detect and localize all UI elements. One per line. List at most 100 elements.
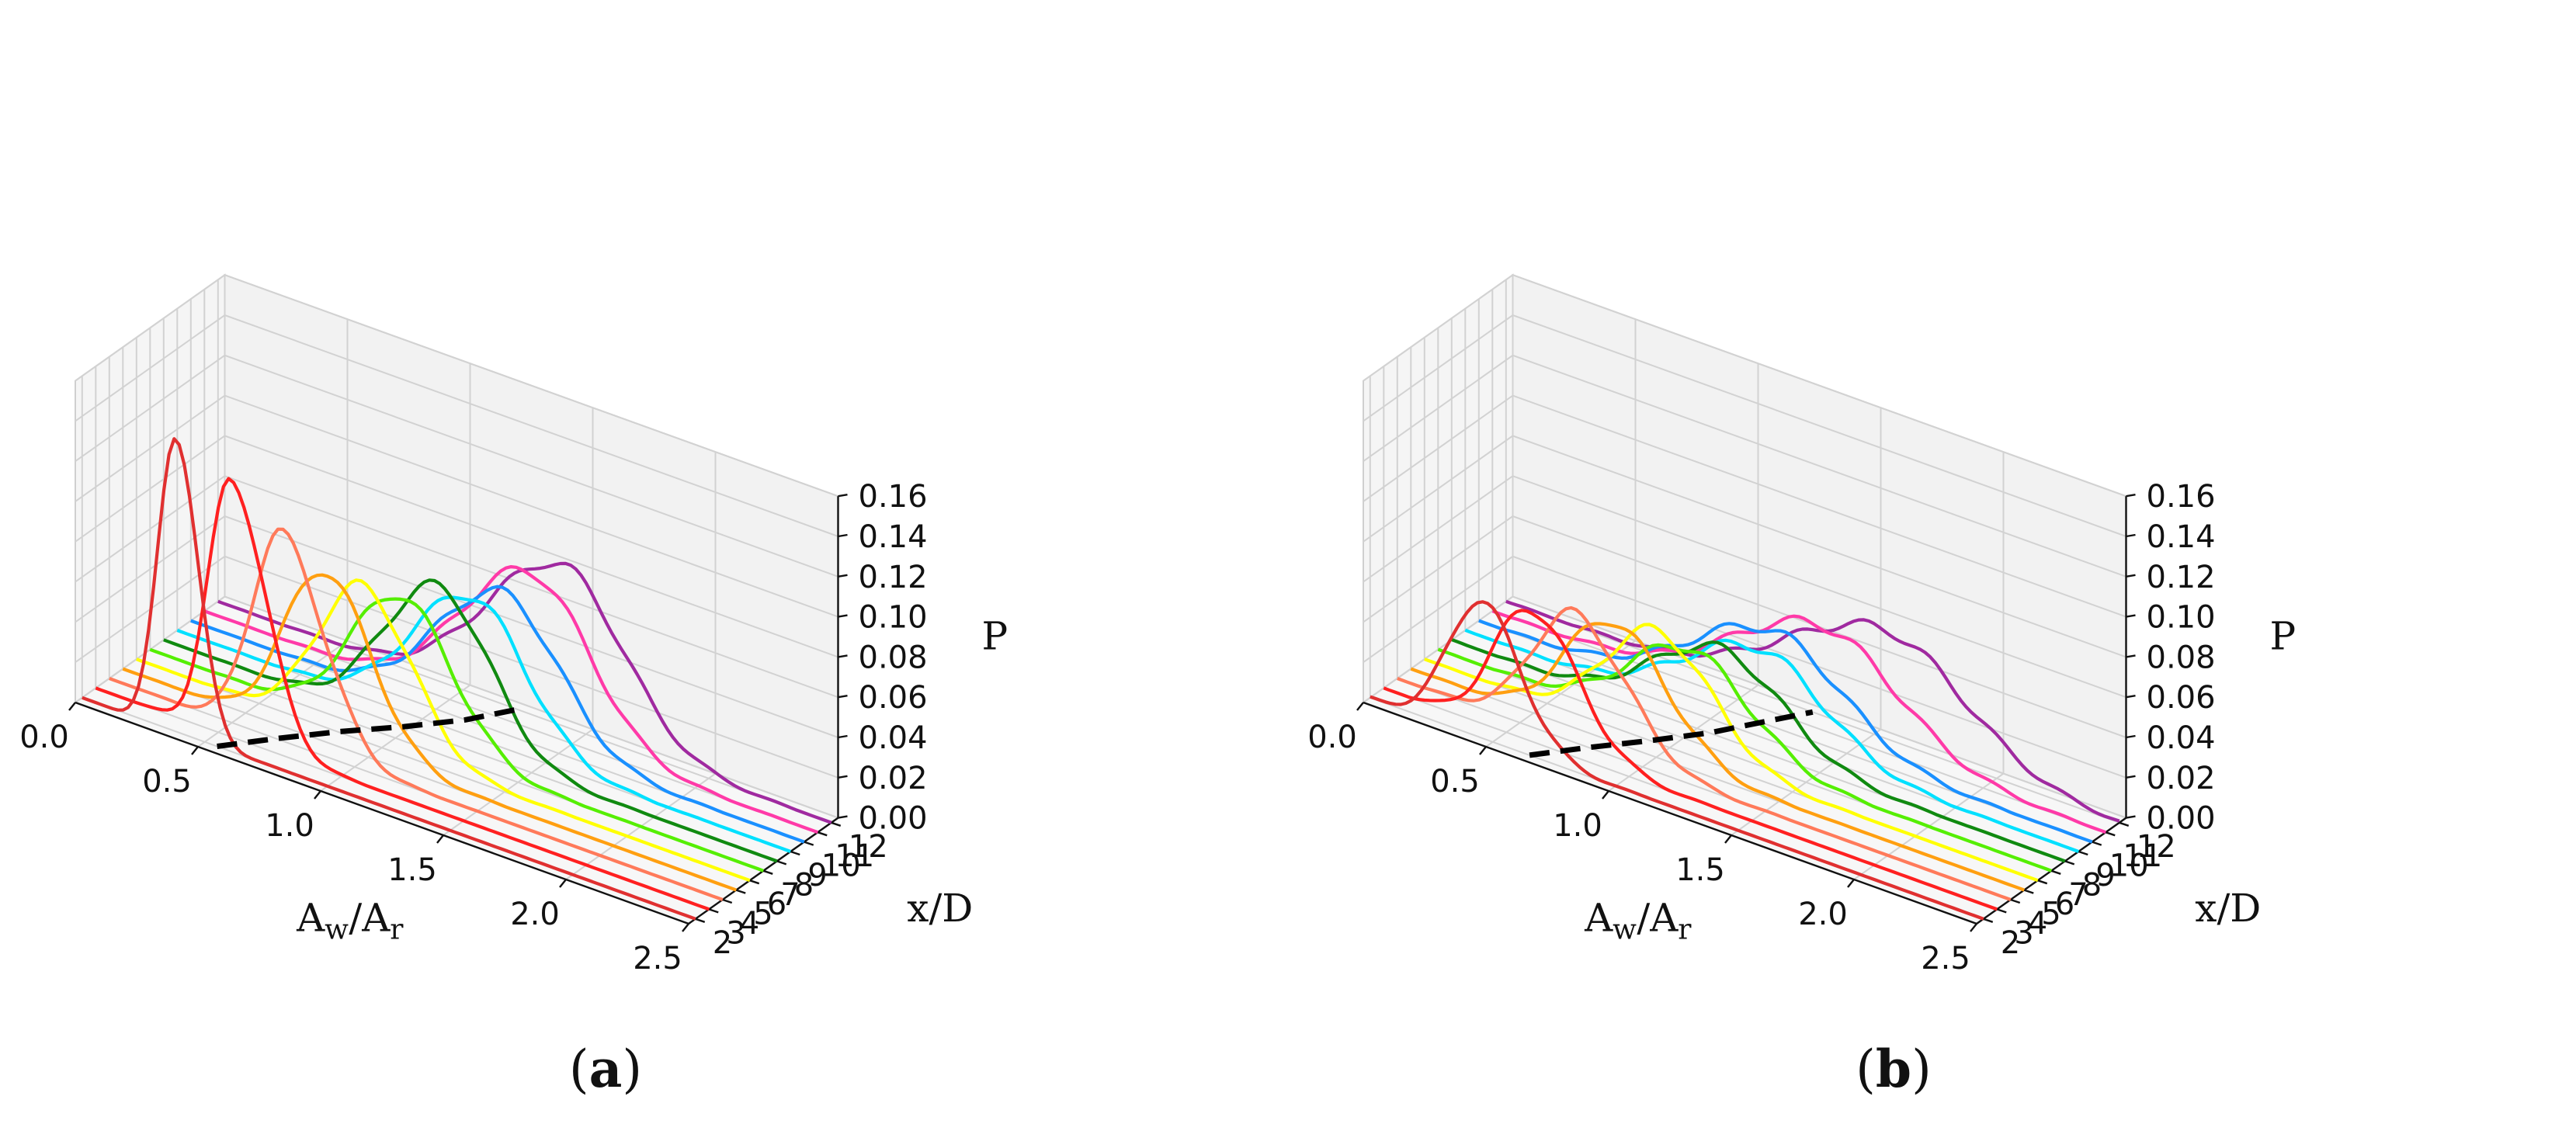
gridline-z [1363, 595, 2126, 819]
y-tick-mark [2037, 879, 2048, 885]
z-axis-title: P [2270, 614, 2297, 659]
dashed-trend-line [217, 706, 518, 749]
gridline-z [75, 354, 838, 578]
y-tick-mark [2050, 869, 2061, 875]
z-tick-label: 0.16 [2147, 479, 2216, 515]
y-tick-label: 4 [2028, 906, 2047, 942]
x-axis-title-part: A [1584, 896, 1613, 941]
z-tick-mark [2126, 775, 2136, 779]
y-tick-mark [1996, 908, 2007, 914]
x-tick-label: 0.0 [19, 720, 69, 755]
chart-panel-a: 0.0 0.5 1.0 1.5 2.0 2.5 2 3 4 5 6 7 8 9 10 11 12 0.00 0.02… [19, 273, 1008, 1099]
x-axis-title-subscript: r [1678, 914, 1692, 946]
x-tick-mark [1356, 702, 1364, 711]
y-tick-label: 11 [835, 838, 874, 874]
x-tick-label: 0.5 [1430, 764, 1480, 800]
x-tick-mark [314, 790, 321, 800]
z-tick-label: 0.12 [2147, 560, 2216, 595]
z-tick-label: 0.14 [2147, 519, 2216, 555]
series-line [1491, 609, 2107, 834]
z-tick-mark [838, 815, 848, 819]
panel-label: (b) [1856, 1039, 1932, 1099]
gridline-z [1363, 555, 2126, 779]
y-tick-label: 12 [849, 829, 888, 865]
gridline-z [75, 475, 838, 699]
panel-label-letter: a [589, 1039, 623, 1099]
y-tick-label: 7 [2068, 877, 2088, 913]
z-tick-label: 0.16 [859, 479, 928, 515]
z-tick-mark [2126, 574, 2136, 578]
z-tick-label: 0.06 [2147, 680, 2216, 716]
y-tick-label: 7 [780, 877, 800, 913]
x-tick-mark [436, 834, 444, 844]
gridline-z [75, 314, 838, 537]
x-tick-label: 2.0 [510, 897, 560, 932]
y-tick-mark [722, 898, 733, 904]
z-tick-mark [838, 533, 848, 538]
x-tick-mark [1970, 923, 1977, 932]
x-axis-title-subscript: w [1613, 914, 1637, 946]
z-tick-mark [2126, 654, 2136, 658]
series-line [176, 595, 792, 853]
z-tick-label: 0.00 [2147, 801, 2216, 837]
x-axis-title-subscript: r [390, 914, 404, 946]
y-tick-label: 10 [2109, 848, 2149, 884]
y-tick-mark [695, 918, 706, 923]
y-tick-mark [735, 889, 746, 894]
dashed-trend-line [1529, 709, 1814, 758]
series-line [1505, 599, 2120, 823]
series-line [1397, 605, 2012, 901]
y-tick-mark [1983, 918, 1994, 923]
y-tick-label: 3 [726, 915, 745, 951]
y-tick-mark [2105, 831, 2116, 837]
z-tick-label: 0.10 [2147, 600, 2216, 636]
x-axis-title-part: A [296, 896, 325, 941]
series-line [82, 437, 696, 921]
y-tick-label: 9 [807, 858, 827, 893]
x-tick-label: 1.5 [387, 852, 437, 888]
gridline-z [1363, 394, 2126, 618]
z-tick-label: 0.02 [2147, 761, 2216, 796]
y-tick-mark [817, 831, 828, 837]
z-tick-label: 0.08 [2147, 640, 2216, 675]
y-tick-label: 2 [713, 925, 732, 961]
series-line [1451, 638, 2066, 863]
y-tick-label: 3 [2014, 915, 2033, 951]
y-tick-label: 11 [2123, 838, 2162, 874]
z-tick-mark [838, 654, 848, 658]
panel-label-open-paren: ( [1856, 1039, 1876, 1099]
y-tick-mark [2010, 898, 2021, 904]
y-tick-mark [708, 908, 719, 914]
gridline-z [1363, 314, 2126, 537]
x-axis-title-subscript: w [325, 914, 349, 946]
y-tick-mark [2023, 889, 2034, 894]
y-tick-mark [2078, 850, 2088, 856]
series-line [1478, 619, 2093, 844]
z-tick-mark [838, 614, 848, 618]
z-tick-label: 0.04 [859, 720, 928, 756]
z-tick-mark [2126, 695, 2136, 699]
gridline-z [75, 515, 838, 738]
axis-lines [68, 494, 848, 932]
y-tick-mark [831, 821, 842, 827]
z-tick-label: 0.04 [2147, 720, 2216, 756]
x-axis-title-part: / [1637, 896, 1650, 941]
z-tick-mark [838, 574, 848, 578]
z-tick-label: 0.00 [859, 801, 928, 837]
y-tick-mark [749, 879, 760, 885]
z-tick-label: 0.08 [859, 640, 928, 675]
x-axis-title: Aw /Ar [1584, 896, 1692, 946]
y-tick-mark [804, 841, 814, 846]
y-tick-label: 4 [740, 906, 759, 942]
x-tick-label: 1.5 [1675, 852, 1725, 888]
panel-label-close-paren: ) [622, 1039, 642, 1099]
gridline-z [75, 555, 838, 779]
gridline-z [1363, 354, 2126, 578]
x-tick-mark [68, 702, 76, 711]
z-tick-label: 0.06 [859, 680, 928, 716]
z-tick-mark [2126, 734, 2136, 739]
